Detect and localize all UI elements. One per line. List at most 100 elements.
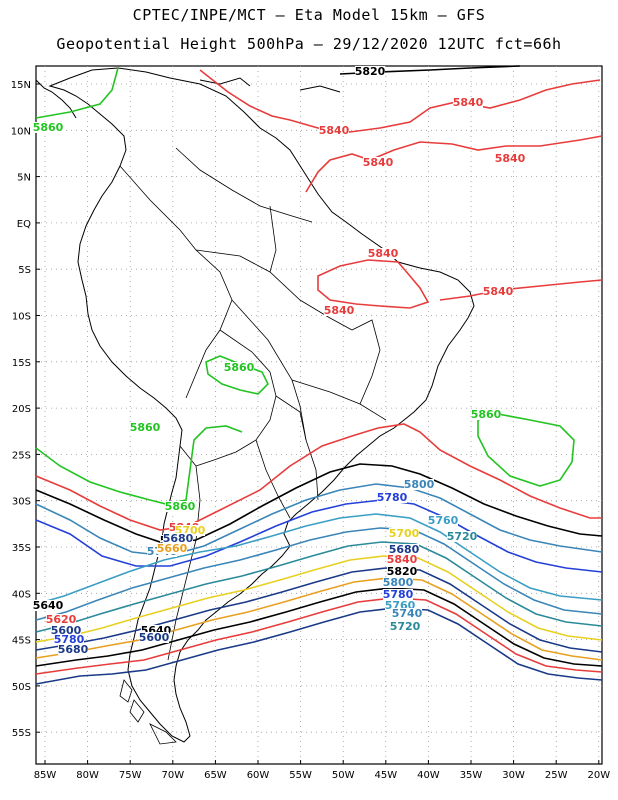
contour-label-bg xyxy=(175,525,205,536)
contour-label-bg xyxy=(46,614,76,625)
contour-label: 5780 xyxy=(377,491,408,504)
contour-label-bg xyxy=(387,554,417,565)
contour-label-bg xyxy=(392,608,422,619)
contour-label-bg xyxy=(471,409,501,420)
lon-tick-label: 75W xyxy=(119,770,142,781)
contour-label-bg xyxy=(390,621,420,632)
contour-label: 5820 xyxy=(387,565,418,578)
contour-label: 5680 xyxy=(389,543,420,556)
lat-tick-label: 15N xyxy=(11,80,31,91)
contour-label: 5860 xyxy=(165,500,196,513)
contour-label-bg xyxy=(385,600,415,611)
lat-tick-label: 45S xyxy=(12,636,31,647)
southern-islands xyxy=(119,679,177,745)
lat-tick-label: 10S xyxy=(12,312,31,323)
contour-label: 5760 xyxy=(428,514,459,527)
contour-label-bg xyxy=(319,125,349,136)
contour-5860-bolivia xyxy=(205,355,269,395)
lon-tick-label: 25W xyxy=(545,770,568,781)
contour-label-bg xyxy=(377,492,407,503)
contour-label: 5740 xyxy=(392,607,423,620)
lat-tick-label: 25S xyxy=(12,450,31,461)
contour-5840-east xyxy=(439,279,603,301)
contour-5840-loop xyxy=(317,259,430,309)
contour-label-bg xyxy=(33,122,63,133)
contour-label-bg xyxy=(224,362,254,373)
lat-tick-label: 55S xyxy=(12,728,31,739)
axis-ticks: 15N 10N 5N EQ 5S 10S 15S 20S 25S 30S 35S 40S 45S 50S 5… xyxy=(11,80,610,781)
contour-label-bg xyxy=(404,479,434,490)
contour-label-bg xyxy=(139,632,169,643)
contour-5740 xyxy=(35,527,603,621)
contour-label-bg xyxy=(163,533,193,544)
contour-5860-north xyxy=(35,67,119,119)
contour-label: 5720 xyxy=(390,620,421,633)
lat-tick-label: 35S xyxy=(12,543,31,554)
lat-tick-label: 10N xyxy=(11,126,31,137)
contour-5840-amazon xyxy=(305,135,603,193)
contour-label-bg xyxy=(368,248,398,259)
contour-label: 5600 xyxy=(139,631,170,644)
contour-5760 xyxy=(35,513,603,605)
contour-label: 5840 xyxy=(495,152,526,165)
contour-label-bg xyxy=(324,305,354,316)
map-subtitle: Geopotential Height 500hPa – 29/12/2020 … xyxy=(56,35,562,53)
contour-label-bg xyxy=(383,589,413,600)
contour-label: 5720 xyxy=(447,530,478,543)
lon-tick-label: 65W xyxy=(204,770,227,781)
contour-5620 xyxy=(35,597,603,675)
contour-label-bg xyxy=(483,286,513,297)
contour-label: 5840 xyxy=(368,247,399,260)
contour-label-bg xyxy=(387,566,417,577)
contour-label-bg xyxy=(447,531,477,542)
contour-label-bg xyxy=(141,625,171,636)
contour-5680 xyxy=(35,567,603,653)
lon-tick-label: 85W xyxy=(34,770,57,781)
contour-label-bg xyxy=(363,157,393,168)
contour-label: 5860 xyxy=(33,121,64,134)
contour-label-bg xyxy=(157,543,187,554)
contour-label: 5780 xyxy=(54,633,85,646)
contour-5600 xyxy=(35,607,603,685)
lon-tick-label: 50W xyxy=(332,770,355,781)
contour-label-bg xyxy=(58,644,88,655)
lon-tick-label: 80W xyxy=(76,770,99,781)
contour-label: 5820 xyxy=(355,65,386,78)
contour-label: 5800 xyxy=(404,478,435,491)
contour-label-bg xyxy=(355,66,385,77)
lat-tick-label: 40S xyxy=(12,589,31,600)
contour-5640 xyxy=(35,587,603,667)
lat-tick-label: 20S xyxy=(12,404,31,415)
contour-label: 5860 xyxy=(130,421,161,434)
contour-label: 5840 xyxy=(324,304,355,317)
lon-tick-label: 35W xyxy=(460,770,483,781)
contour-5720 xyxy=(35,541,603,633)
lat-tick-label: 5S xyxy=(18,265,31,276)
contour-label: 5860 xyxy=(471,408,502,421)
contour-label: 5640 xyxy=(33,599,64,612)
central-america-coastline xyxy=(35,77,341,119)
contour-label-bg xyxy=(495,153,525,164)
contour-label: 5600 xyxy=(51,624,82,637)
contour-5700 xyxy=(35,555,603,643)
contour-label-bg xyxy=(428,515,458,526)
contour-label-bg xyxy=(389,528,419,539)
contour-label-bg xyxy=(51,625,81,636)
contour-5800 xyxy=(35,483,603,557)
contour-label: 5660 xyxy=(157,542,188,555)
lat-tick-label: 15S xyxy=(12,358,31,369)
contour-label-bg xyxy=(389,544,419,555)
contour-label: 5840 xyxy=(363,156,394,169)
contour-label-bg xyxy=(54,634,84,645)
contour-5840-south xyxy=(35,423,602,531)
contour-label: 5840 xyxy=(483,285,514,298)
contour-label: 5840 xyxy=(453,96,484,109)
lon-tick-label: 20W xyxy=(587,770,610,781)
contour-label-bg xyxy=(33,600,63,611)
lon-tick-label: 40W xyxy=(417,770,440,781)
contour-label-bg xyxy=(165,501,195,512)
contour-5820 xyxy=(35,463,603,545)
contour-label: 5780 xyxy=(383,588,414,601)
contour-5660 xyxy=(35,577,603,661)
